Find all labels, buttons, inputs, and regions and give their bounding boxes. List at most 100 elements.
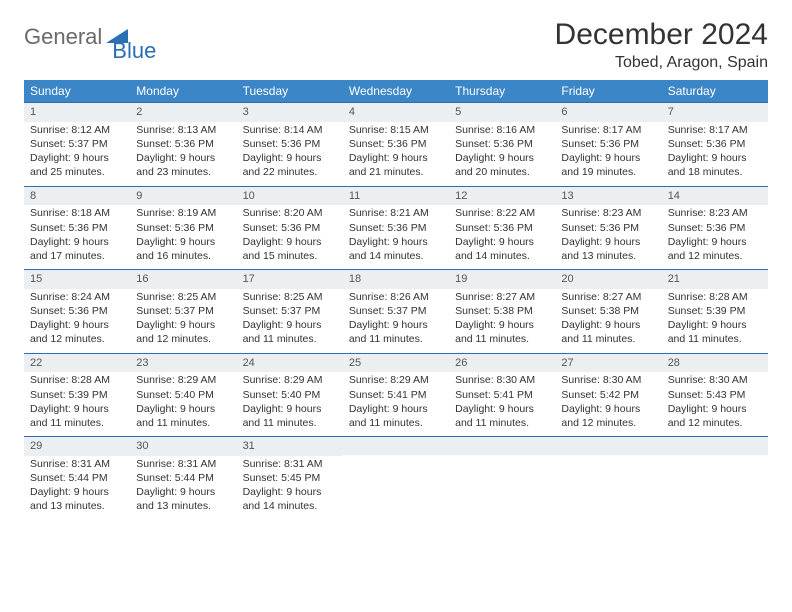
day-number: 19 bbox=[449, 270, 555, 289]
sunset-line: Sunset: 5:38 PM bbox=[561, 304, 655, 318]
day-details: Sunrise: 8:31 AMSunset: 5:44 PMDaylight:… bbox=[24, 456, 130, 520]
day-cell: 5Sunrise: 8:16 AMSunset: 5:36 PMDaylight… bbox=[449, 103, 555, 186]
day-details: Sunrise: 8:26 AMSunset: 5:37 PMDaylight:… bbox=[343, 289, 449, 353]
daylight-line: Daylight: 9 hours and 11 minutes. bbox=[668, 318, 762, 346]
day-details: Sunrise: 8:17 AMSunset: 5:36 PMDaylight:… bbox=[555, 122, 661, 186]
logo-word-2: Blue bbox=[112, 38, 156, 64]
sunset-line: Sunset: 5:36 PM bbox=[455, 137, 549, 151]
daylight-line: Daylight: 9 hours and 11 minutes. bbox=[455, 402, 549, 430]
sunset-line: Sunset: 5:36 PM bbox=[561, 221, 655, 235]
day-cell: 21Sunrise: 8:28 AMSunset: 5:39 PMDayligh… bbox=[662, 270, 768, 353]
day-details: Sunrise: 8:15 AMSunset: 5:36 PMDaylight:… bbox=[343, 122, 449, 186]
day-number: 5 bbox=[449, 103, 555, 122]
day-number: 28 bbox=[662, 354, 768, 373]
day-number: 6 bbox=[555, 103, 661, 122]
day-number: 26 bbox=[449, 354, 555, 373]
calendar: SundayMondayTuesdayWednesdayThursdayFrid… bbox=[24, 80, 768, 520]
day-cell: 6Sunrise: 8:17 AMSunset: 5:36 PMDaylight… bbox=[555, 103, 661, 186]
sunrise-line: Sunrise: 8:26 AM bbox=[349, 290, 443, 304]
day-cell: 29Sunrise: 8:31 AMSunset: 5:44 PMDayligh… bbox=[24, 437, 130, 520]
daylight-line: Daylight: 9 hours and 13 minutes. bbox=[561, 235, 655, 263]
daylight-line: Daylight: 9 hours and 11 minutes. bbox=[349, 402, 443, 430]
daylight-line: Daylight: 9 hours and 11 minutes. bbox=[30, 402, 124, 430]
sunrise-line: Sunrise: 8:25 AM bbox=[136, 290, 230, 304]
sunrise-line: Sunrise: 8:19 AM bbox=[136, 206, 230, 220]
day-cell: 8Sunrise: 8:18 AMSunset: 5:36 PMDaylight… bbox=[24, 187, 130, 270]
day-number: 10 bbox=[237, 187, 343, 206]
sunset-line: Sunset: 5:38 PM bbox=[455, 304, 549, 318]
day-number: 1 bbox=[24, 103, 130, 122]
sunrise-line: Sunrise: 8:18 AM bbox=[30, 206, 124, 220]
daylight-line: Daylight: 9 hours and 23 minutes. bbox=[136, 151, 230, 179]
sunset-line: Sunset: 5:44 PM bbox=[136, 471, 230, 485]
sunset-line: Sunset: 5:39 PM bbox=[30, 388, 124, 402]
day-number: 20 bbox=[555, 270, 661, 289]
day-details: Sunrise: 8:23 AMSunset: 5:36 PMDaylight:… bbox=[555, 205, 661, 269]
sunrise-line: Sunrise: 8:27 AM bbox=[455, 290, 549, 304]
day-cell: 15Sunrise: 8:24 AMSunset: 5:36 PMDayligh… bbox=[24, 270, 130, 353]
sunset-line: Sunset: 5:36 PM bbox=[243, 221, 337, 235]
daylight-line: Daylight: 9 hours and 14 minutes. bbox=[243, 485, 337, 513]
sunrise-line: Sunrise: 8:23 AM bbox=[561, 206, 655, 220]
week-row: 8Sunrise: 8:18 AMSunset: 5:36 PMDaylight… bbox=[24, 186, 768, 270]
day-number: 2 bbox=[130, 103, 236, 122]
day-cell: 30Sunrise: 8:31 AMSunset: 5:44 PMDayligh… bbox=[130, 437, 236, 520]
day-details: Sunrise: 8:25 AMSunset: 5:37 PMDaylight:… bbox=[130, 289, 236, 353]
day-number: 11 bbox=[343, 187, 449, 206]
sunset-line: Sunset: 5:43 PM bbox=[668, 388, 762, 402]
daylight-line: Daylight: 9 hours and 25 minutes. bbox=[30, 151, 124, 179]
daylight-line: Daylight: 9 hours and 11 minutes. bbox=[243, 402, 337, 430]
sunrise-line: Sunrise: 8:29 AM bbox=[136, 373, 230, 387]
day-header: Sunday bbox=[24, 80, 130, 102]
day-number: 29 bbox=[24, 437, 130, 456]
sunset-line: Sunset: 5:37 PM bbox=[243, 304, 337, 318]
day-number: 24 bbox=[237, 354, 343, 373]
daylight-line: Daylight: 9 hours and 21 minutes. bbox=[349, 151, 443, 179]
logo-word-1: General bbox=[24, 24, 102, 50]
day-cell: 24Sunrise: 8:29 AMSunset: 5:40 PMDayligh… bbox=[237, 354, 343, 437]
day-details: Sunrise: 8:21 AMSunset: 5:36 PMDaylight:… bbox=[343, 205, 449, 269]
sunset-line: Sunset: 5:45 PM bbox=[243, 471, 337, 485]
day-number: 31 bbox=[237, 437, 343, 456]
day-details: Sunrise: 8:29 AMSunset: 5:40 PMDaylight:… bbox=[130, 372, 236, 436]
day-cell: 18Sunrise: 8:26 AMSunset: 5:37 PMDayligh… bbox=[343, 270, 449, 353]
daylight-line: Daylight: 9 hours and 14 minutes. bbox=[455, 235, 549, 263]
day-number: 12 bbox=[449, 187, 555, 206]
sunrise-line: Sunrise: 8:27 AM bbox=[561, 290, 655, 304]
sunrise-line: Sunrise: 8:16 AM bbox=[455, 123, 549, 137]
sunrise-line: Sunrise: 8:28 AM bbox=[30, 373, 124, 387]
daylight-line: Daylight: 9 hours and 12 minutes. bbox=[561, 402, 655, 430]
daylight-line: Daylight: 9 hours and 13 minutes. bbox=[136, 485, 230, 513]
day-cell: 19Sunrise: 8:27 AMSunset: 5:38 PMDayligh… bbox=[449, 270, 555, 353]
day-cell: 13Sunrise: 8:23 AMSunset: 5:36 PMDayligh… bbox=[555, 187, 661, 270]
day-cell: 23Sunrise: 8:29 AMSunset: 5:40 PMDayligh… bbox=[130, 354, 236, 437]
day-details: Sunrise: 8:18 AMSunset: 5:36 PMDaylight:… bbox=[24, 205, 130, 269]
sunrise-line: Sunrise: 8:23 AM bbox=[668, 206, 762, 220]
day-details: Sunrise: 8:31 AMSunset: 5:44 PMDaylight:… bbox=[130, 456, 236, 520]
sunset-line: Sunset: 5:36 PM bbox=[243, 137, 337, 151]
day-number: 17 bbox=[237, 270, 343, 289]
sunset-line: Sunset: 5:36 PM bbox=[561, 137, 655, 151]
day-details: Sunrise: 8:22 AMSunset: 5:36 PMDaylight:… bbox=[449, 205, 555, 269]
day-details: Sunrise: 8:20 AMSunset: 5:36 PMDaylight:… bbox=[237, 205, 343, 269]
day-cell: 1Sunrise: 8:12 AMSunset: 5:37 PMDaylight… bbox=[24, 103, 130, 186]
sunset-line: Sunset: 5:40 PM bbox=[243, 388, 337, 402]
day-number: 8 bbox=[24, 187, 130, 206]
sunrise-line: Sunrise: 8:29 AM bbox=[243, 373, 337, 387]
day-number bbox=[343, 437, 449, 455]
sunrise-line: Sunrise: 8:13 AM bbox=[136, 123, 230, 137]
day-cell: 27Sunrise: 8:30 AMSunset: 5:42 PMDayligh… bbox=[555, 354, 661, 437]
sunset-line: Sunset: 5:41 PM bbox=[349, 388, 443, 402]
daylight-line: Daylight: 9 hours and 14 minutes. bbox=[349, 235, 443, 263]
week-row: 15Sunrise: 8:24 AMSunset: 5:36 PMDayligh… bbox=[24, 269, 768, 353]
sunrise-line: Sunrise: 8:30 AM bbox=[561, 373, 655, 387]
day-details: Sunrise: 8:27 AMSunset: 5:38 PMDaylight:… bbox=[555, 289, 661, 353]
day-number: 7 bbox=[662, 103, 768, 122]
day-number: 23 bbox=[130, 354, 236, 373]
day-cell: 12Sunrise: 8:22 AMSunset: 5:36 PMDayligh… bbox=[449, 187, 555, 270]
day-details: Sunrise: 8:30 AMSunset: 5:41 PMDaylight:… bbox=[449, 372, 555, 436]
day-header: Tuesday bbox=[237, 80, 343, 102]
day-header: Thursday bbox=[449, 80, 555, 102]
day-details: Sunrise: 8:25 AMSunset: 5:37 PMDaylight:… bbox=[237, 289, 343, 353]
day-header: Wednesday bbox=[343, 80, 449, 102]
